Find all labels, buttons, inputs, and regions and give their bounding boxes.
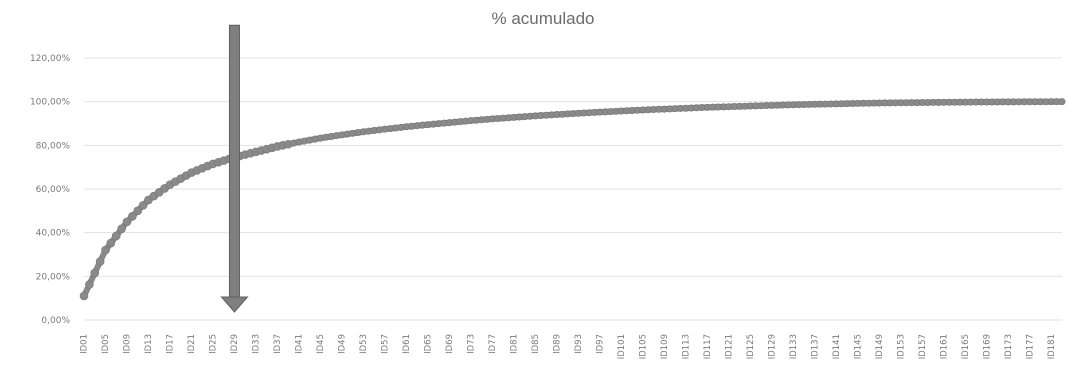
x-tick-label: ID81 <box>509 334 519 354</box>
x-tick-label: ID25 <box>208 334 218 354</box>
y-axis-ticks: 0,00% 20,00% 40,00% 60,00% 80,00% 100,00% 120,… <box>30 54 70 326</box>
y-tick-label: 80,00% <box>36 141 71 151</box>
x-tick-label: ID129 <box>767 334 777 359</box>
arrow-head <box>220 296 249 313</box>
x-tick-label: ID153 <box>896 334 906 359</box>
x-tick-label: ID85 <box>531 334 541 354</box>
x-tick-label: ID145 <box>853 334 863 359</box>
x-tick-label: ID53 <box>359 334 369 354</box>
x-tick-label: ID49 <box>337 334 347 354</box>
data-point <box>122 217 132 227</box>
data-point <box>138 201 148 210</box>
x-tick-label: ID173 <box>1004 334 1014 359</box>
x-tick-label: ID177 <box>1025 334 1035 359</box>
x-tick-label: ID69 <box>445 334 455 354</box>
y-tick-label: 20,00% <box>36 272 71 282</box>
data-point <box>1058 98 1066 106</box>
y-tick-label: 40,00% <box>36 229 71 239</box>
x-tick-label: ID61 <box>402 334 412 354</box>
x-tick-label: ID77 <box>488 334 498 354</box>
x-tick-label: ID73 <box>466 334 476 354</box>
x-tick-label: ID141 <box>832 334 842 359</box>
data-point <box>79 291 89 301</box>
x-tick-label: ID105 <box>638 334 648 359</box>
x-tick-label: ID33 <box>251 334 261 354</box>
data-point <box>95 257 105 266</box>
x-tick-label: ID41 <box>294 334 304 354</box>
data-point <box>85 280 94 289</box>
data-point <box>106 238 116 248</box>
x-tick-label: ID13 <box>144 334 154 354</box>
x-tick-label: ID181 <box>1047 334 1057 359</box>
x-tick-label: ID149 <box>875 334 885 359</box>
x-tick-label: ID09 <box>122 334 132 354</box>
x-axis-ticks: ID01 ID05 ID09 ID13 ID17 ID21 ID25 ID29 ID33 ID37… <box>80 334 1057 359</box>
data-point <box>90 268 100 278</box>
x-tick-label: ID21 <box>187 334 197 354</box>
chart-title: % acumulado <box>491 9 594 28</box>
x-tick-label: ID93 <box>574 334 584 354</box>
marker-arrow <box>220 24 249 313</box>
y-tick-label: 100,00% <box>30 98 70 108</box>
x-tick-label: ID109 <box>660 334 670 359</box>
data-point <box>128 211 137 221</box>
x-tick-label: ID45 <box>316 334 326 354</box>
gridlines <box>84 57 1062 321</box>
x-tick-label: ID117 <box>703 334 713 359</box>
data-point <box>111 231 121 241</box>
x-tick-label: ID125 <box>746 334 756 359</box>
x-tick-label: ID05 <box>101 334 111 354</box>
x-tick-label: ID57 <box>380 334 390 354</box>
y-tick-label: 60,00% <box>36 185 71 195</box>
x-tick-label: ID65 <box>423 334 433 354</box>
y-tick-label: 0,00% <box>41 316 70 326</box>
x-tick-label: ID101 <box>617 334 627 359</box>
x-tick-label: ID89 <box>552 334 562 354</box>
x-tick-label: ID113 <box>681 334 691 359</box>
x-tick-label: ID29 <box>230 334 240 354</box>
data-point <box>133 206 143 216</box>
x-tick-label: ID161 <box>939 334 949 359</box>
x-tick-label: ID165 <box>961 334 971 359</box>
x-tick-label: ID01 <box>80 334 90 354</box>
x-tick-label: ID37 <box>273 334 283 354</box>
x-tick-label: ID157 <box>918 334 928 359</box>
series-cumulative <box>79 98 1066 301</box>
arrow-shaft <box>228 24 240 299</box>
y-tick-label: 120,00% <box>30 54 70 64</box>
x-tick-label: ID17 <box>165 334 175 354</box>
data-point <box>101 245 110 255</box>
x-tick-label: ID137 <box>810 334 820 359</box>
x-tick-label: ID133 <box>789 334 799 359</box>
x-tick-label: ID97 <box>595 334 605 354</box>
data-point <box>117 224 126 234</box>
x-tick-label: ID169 <box>982 334 992 359</box>
x-tick-label: ID121 <box>724 334 734 359</box>
